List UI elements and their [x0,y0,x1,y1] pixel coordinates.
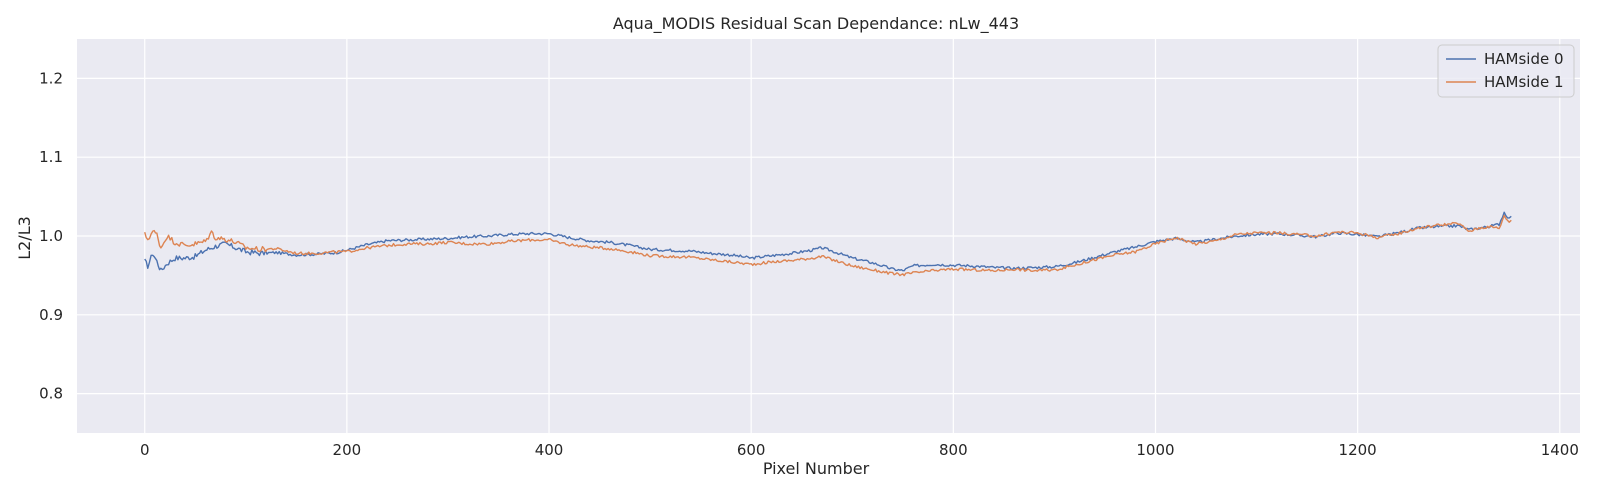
legend-label: HAMside 1 [1484,73,1564,91]
y-axis-label: L2/L3 [15,216,34,260]
series-line-0 [144,211,1512,272]
x-tick-label: 600 [737,441,766,459]
x-tick-label: 1000 [1136,441,1174,459]
x-tick-label: 400 [535,441,564,459]
chart-title: Aqua_MODIS Residual Scan Dependance: nLw… [613,14,1019,34]
series-line-1 [144,214,1512,277]
x-tick-label: 1400 [1541,441,1579,459]
x-tick-label: 800 [939,441,968,459]
legend: HAMside 0 HAMside 1 [1437,44,1575,98]
x-tick-label: 200 [333,441,362,459]
y-tick-label: 0.8 [39,385,63,403]
x-axis-label: Pixel Number [763,459,870,478]
tick-labels: 0 200 400 600 800 1000 1200 1400 0.8 0.9 1.0 1.1 1.2 [39,69,1579,459]
series-layer [144,211,1512,277]
y-tick-label: 1.2 [39,69,63,87]
legend-label: HAMside 0 [1484,50,1564,68]
x-tick-label: 1200 [1339,441,1377,459]
y-tick-label: 1.0 [39,227,63,245]
legend-box [1437,44,1575,98]
x-tick-label: 0 [140,441,150,459]
y-tick-label: 1.1 [39,148,63,166]
y-tick-label: 0.9 [39,306,63,324]
